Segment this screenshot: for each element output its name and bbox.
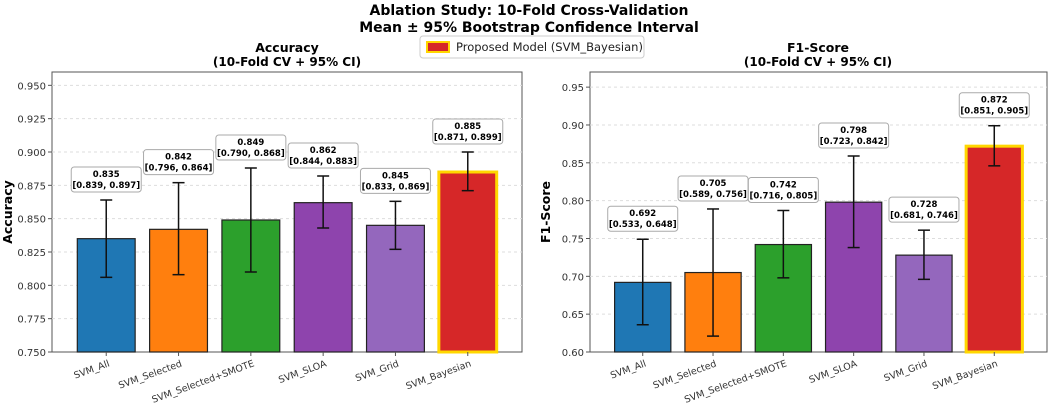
data-label-mean: 0.849: [237, 138, 264, 148]
y-tick-label: 0.85: [562, 159, 584, 170]
y-tick-label: 0.65: [562, 310, 584, 321]
data-label-box: [359, 167, 431, 194]
y-axis-label: Accuracy: [0, 180, 15, 244]
y-tick-label: 0.70: [562, 272, 584, 283]
data-label-ci: [0.839, 0.897]: [72, 181, 140, 191]
data-label-ci: [0.723, 0.842]: [820, 137, 888, 147]
data-label-mean: 0.842: [165, 153, 192, 163]
x-tick-label: SVM_SLOA: [277, 358, 328, 386]
chart-subtitle: (10-Fold CV + 95% CI): [213, 55, 361, 69]
suptitle-line-1: Ablation Study: 10-Fold Cross-Validation: [370, 3, 689, 19]
x-tick-label: SVM_All: [72, 358, 111, 381]
y-axis-label: F1-Score: [538, 181, 553, 243]
data-label-mean: 0.742: [770, 180, 797, 190]
bar-svm-bayesian: [964, 144, 1024, 354]
data-label-ci: [0.844, 0.883]: [289, 157, 357, 167]
data-label-box: [888, 196, 960, 223]
y-tick-label: 0.95: [562, 83, 584, 94]
bar-svm-bayesian: [437, 170, 499, 354]
y-tick-label: 0.800: [17, 281, 46, 292]
legend: Proposed Model (SVM_Bayesian): [419, 35, 645, 59]
data-label-mean: 0.692: [629, 209, 656, 219]
data-label-mean: 0.845: [382, 171, 409, 181]
data-label-box: [70, 166, 142, 193]
chart-title: Accuracy: [255, 40, 319, 55]
y-tick-label: 0.875: [17, 181, 46, 192]
y-tick-label: 0.75: [562, 234, 584, 245]
y-tick-label: 0.900: [17, 148, 46, 159]
x-tick-label: SVM_All: [609, 358, 648, 381]
data-label-ci: [0.716, 0.805]: [749, 191, 817, 201]
accuracy-chart: Accuracy(10-Fold CV + 95% CI)0.7500.7750…: [0, 40, 523, 406]
x-tick-label: SVM_SLOA: [808, 358, 859, 386]
data-label-mean: 0.728: [911, 200, 938, 210]
data-label-ci: [0.833, 0.869]: [362, 182, 430, 192]
data-label-box: [287, 142, 359, 169]
y-tick-label: 0.60: [562, 348, 584, 359]
data-label-box: [747, 176, 819, 203]
data-label-mean: 0.798: [840, 126, 867, 136]
chart-subtitle: (10-Fold CV + 95% CI): [744, 55, 892, 69]
data-label-mean: 0.872: [981, 96, 1008, 106]
y-tick-label: 0.775: [17, 315, 46, 326]
data-label-mean: 0.862: [310, 146, 337, 156]
x-tick-label: SVM_Bayesian: [404, 358, 472, 392]
data-label-box: [215, 134, 287, 161]
data-label-mean: 0.885: [454, 122, 481, 132]
data-label-ci: [0.681, 0.746]: [890, 211, 958, 221]
data-label-box: [818, 122, 890, 149]
data-label-box: [958, 92, 1030, 119]
data-label-box: [432, 118, 504, 145]
legend-label: Proposed Model (SVM_Bayesian): [456, 40, 643, 54]
legend-swatch: [426, 41, 450, 53]
y-tick-label: 0.925: [17, 115, 46, 126]
data-label-ci: [0.851, 0.905]: [960, 107, 1028, 117]
data-label-ci: [0.871, 0.899]: [434, 133, 502, 143]
data-label-ci: [0.589, 0.756]: [679, 190, 747, 200]
y-tick-label: 0.850: [17, 215, 46, 226]
f1-score-chart: F1-Score(10-Fold CV + 95% CI)0.600.650.7…: [538, 40, 1048, 406]
data-label-ci: [0.796, 0.864]: [145, 164, 213, 174]
y-tick-label: 0.950: [17, 81, 46, 92]
x-tick-label: SVM_Grid: [883, 358, 929, 384]
suptitle-line-2: Mean ± 95% Bootstrap Confidence Interval: [359, 20, 699, 36]
y-tick-label: 0.80: [562, 197, 584, 208]
x-tick-label: SVM_Grid: [354, 358, 400, 384]
data-label-ci: [0.533, 0.648]: [609, 220, 677, 230]
chart-title: F1-Score: [787, 40, 849, 55]
y-tick-label: 0.825: [17, 248, 46, 259]
data-label-box: [143, 149, 215, 176]
y-tick-label: 0.750: [17, 348, 46, 359]
data-label-mean: 0.705: [700, 179, 727, 189]
data-label-mean: 0.835: [93, 170, 120, 180]
data-label-ci: [0.790, 0.868]: [217, 149, 285, 159]
data-label-box: [607, 205, 679, 232]
x-tick-label: SVM_Bayesian: [931, 358, 999, 392]
y-tick-label: 0.90: [562, 121, 584, 132]
